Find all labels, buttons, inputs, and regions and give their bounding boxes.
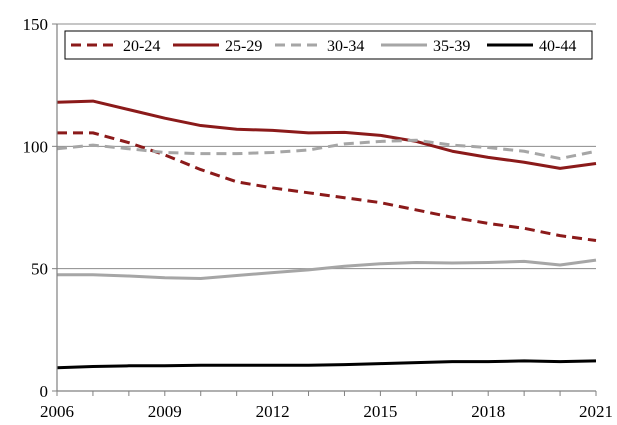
series-line-40-44 [56, 359, 597, 370]
series-lines [56, 99, 597, 370]
y-tick-label: 0 [40, 382, 49, 401]
series-line-25-29 [56, 99, 597, 170]
legend: 20-24 25-29 30-34 35-39 40-44 [64, 30, 593, 60]
x-tick-label: 2015 [363, 402, 397, 421]
y-tick-label: 50 [31, 260, 48, 279]
tick-labels: 0 50 100 150 2006 2009 2012 2015 2018 2021 [23, 15, 614, 421]
legend-label: 30-34 [327, 38, 364, 55]
legend-label: 40-44 [539, 38, 576, 55]
x-tick-label: 2006 [40, 402, 74, 421]
x-tick-label: 2021 [579, 402, 613, 421]
y-tick-label: 100 [23, 137, 49, 156]
series-line-20-24 [57, 131, 597, 243]
legend-label: 25-29 [225, 38, 262, 55]
x-tick-label: 2012 [256, 402, 290, 421]
series-line-30-34 [56, 138, 597, 161]
axes [52, 23, 597, 396]
series-line-35-39 [57, 258, 597, 280]
x-tick-label: 2009 [148, 402, 182, 421]
x-tick-label: 2018 [471, 402, 505, 421]
y-tick-label: 150 [23, 15, 49, 34]
legend-label: 35-39 [433, 38, 470, 55]
legend-label: 20-24 [123, 38, 160, 55]
